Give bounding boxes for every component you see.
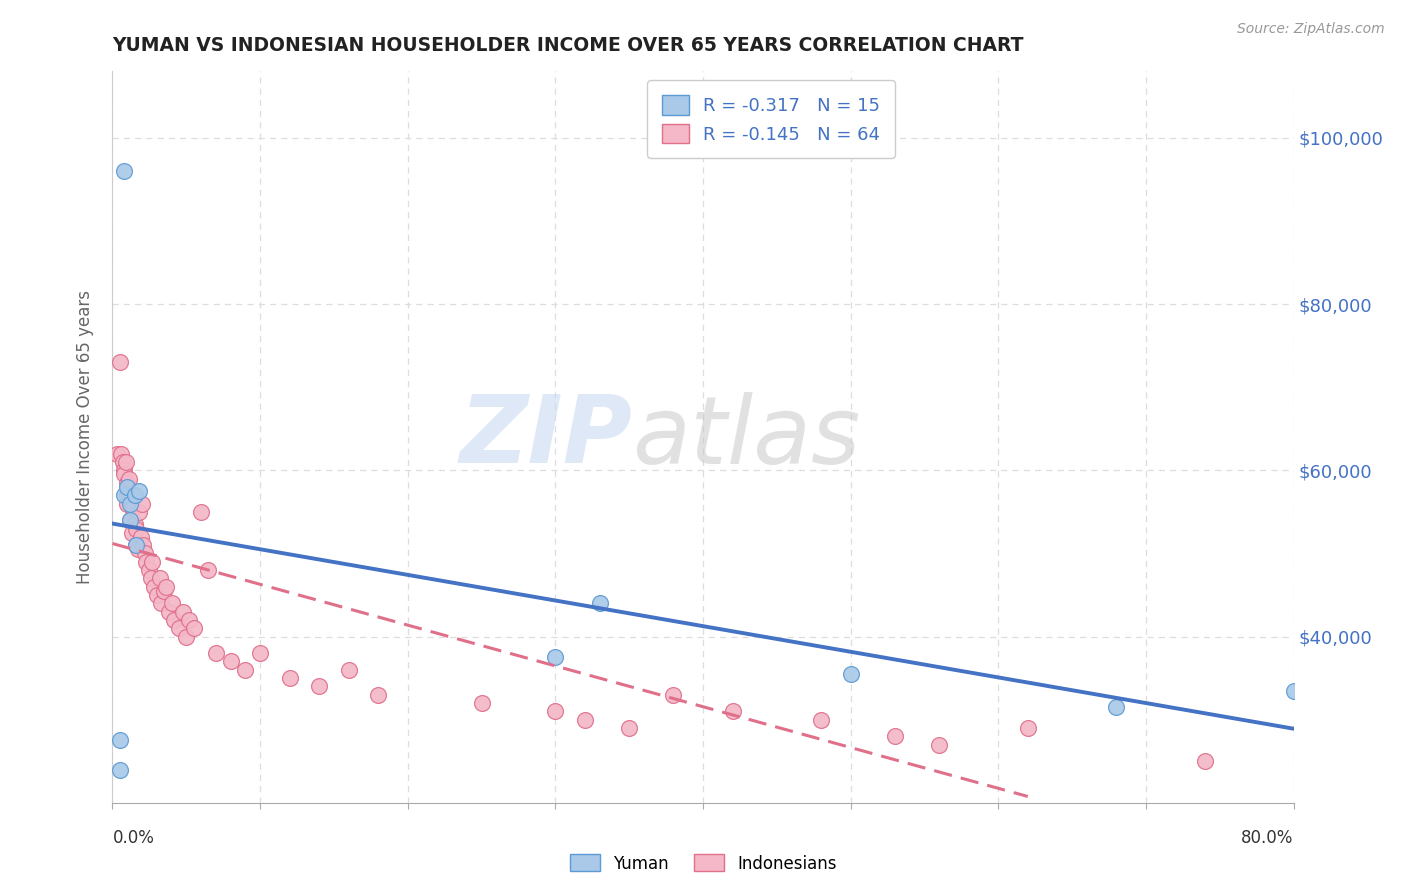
Point	[117, 475, 138, 490]
Point	[163, 613, 186, 627]
Point	[219, 655, 242, 669]
Point	[150, 596, 173, 610]
Point	[544, 650, 567, 665]
Point	[619, 721, 641, 735]
Point	[149, 571, 172, 585]
Point	[117, 497, 138, 511]
Point	[197, 563, 219, 577]
Point	[120, 497, 142, 511]
Point	[125, 538, 148, 552]
Point	[367, 688, 389, 702]
Point	[105, 447, 128, 461]
Point	[108, 733, 131, 747]
Point	[1105, 700, 1128, 714]
Point	[117, 488, 138, 502]
Point	[153, 583, 176, 598]
Point	[928, 738, 950, 752]
Point	[124, 488, 146, 502]
Point	[128, 484, 150, 499]
Point	[179, 613, 201, 627]
Point	[120, 513, 142, 527]
Point	[337, 663, 360, 677]
Point	[157, 605, 180, 619]
Point	[249, 646, 271, 660]
Text: Source: ZipAtlas.com: Source: ZipAtlas.com	[1237, 22, 1385, 37]
Text: 0.0%: 0.0%	[112, 829, 155, 847]
Point	[190, 505, 212, 519]
Point	[112, 467, 135, 482]
Point	[125, 521, 148, 535]
Point	[112, 164, 135, 178]
Point	[142, 580, 165, 594]
Point	[111, 455, 134, 469]
Point	[155, 580, 177, 594]
Legend: R = -0.317   N = 15, R = -0.145   N = 64: R = -0.317 N = 15, R = -0.145 N = 64	[647, 80, 894, 158]
Point	[721, 705, 744, 719]
Point	[167, 621, 190, 635]
Point	[588, 596, 610, 610]
Point	[120, 492, 142, 507]
Point	[810, 713, 832, 727]
Point	[278, 671, 301, 685]
Point	[121, 525, 143, 540]
Point	[308, 680, 330, 694]
Point	[132, 538, 155, 552]
Point	[112, 463, 135, 477]
Point	[1282, 683, 1305, 698]
Point	[884, 729, 907, 743]
Point	[124, 517, 146, 532]
Point	[110, 447, 132, 461]
Point	[134, 546, 156, 560]
Point	[138, 563, 160, 577]
Point	[135, 555, 157, 569]
Point	[131, 497, 153, 511]
Point	[122, 500, 145, 515]
Point	[112, 488, 135, 502]
Point	[127, 542, 149, 557]
Point	[1194, 754, 1216, 768]
Point	[172, 605, 194, 619]
Point	[128, 505, 150, 519]
Text: 80.0%: 80.0%	[1241, 829, 1294, 847]
Text: YUMAN VS INDONESIAN HOUSEHOLDER INCOME OVER 65 YEARS CORRELATION CHART: YUMAN VS INDONESIAN HOUSEHOLDER INCOME O…	[112, 36, 1024, 54]
Point	[129, 530, 152, 544]
Point	[117, 480, 138, 494]
Point	[120, 513, 142, 527]
Point	[233, 663, 256, 677]
Text: ZIP: ZIP	[460, 391, 633, 483]
Point	[108, 355, 131, 369]
Point	[160, 596, 183, 610]
Point	[662, 688, 685, 702]
Point	[574, 713, 596, 727]
Legend: Yuman, Indonesians: Yuman, Indonesians	[562, 847, 844, 880]
Point	[141, 555, 163, 569]
Point	[114, 455, 136, 469]
Point	[139, 571, 162, 585]
Point	[108, 763, 131, 777]
Point	[118, 472, 141, 486]
Point	[839, 667, 862, 681]
Point	[146, 588, 169, 602]
Point	[544, 705, 567, 719]
Text: atlas: atlas	[633, 392, 860, 483]
Point	[205, 646, 228, 660]
Point	[125, 538, 148, 552]
Point	[470, 696, 494, 710]
Point	[121, 497, 143, 511]
Point	[183, 621, 205, 635]
Point	[1017, 721, 1039, 735]
Point	[174, 630, 197, 644]
Y-axis label: Householder Income Over 65 years: Householder Income Over 65 years	[76, 290, 94, 584]
